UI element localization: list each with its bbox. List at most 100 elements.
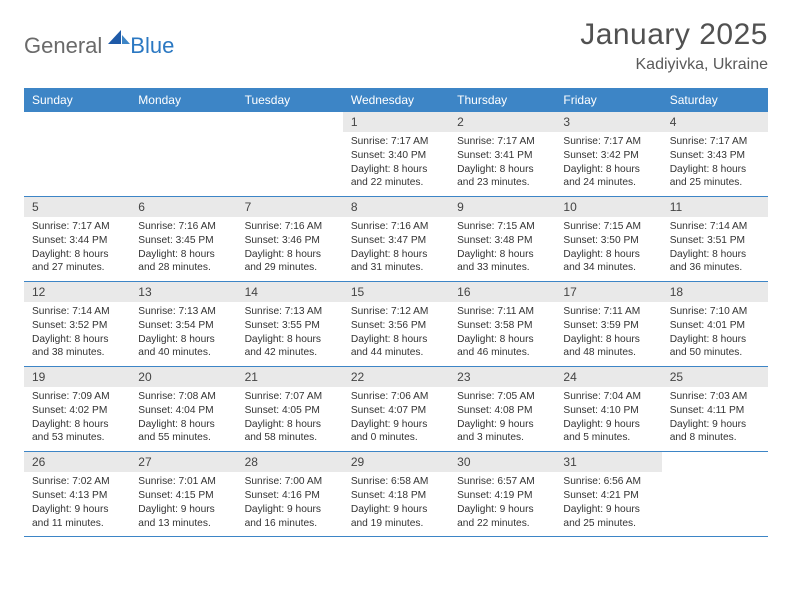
- day-number: 13: [130, 282, 236, 302]
- day-number: 21: [237, 367, 343, 387]
- day-cell: 20Sunrise: 7:08 AMSunset: 4:04 PMDayligh…: [130, 367, 236, 451]
- day-details: Sunrise: 7:17 AMSunset: 3:43 PMDaylight:…: [662, 132, 768, 196]
- day-cell: 27Sunrise: 7:01 AMSunset: 4:15 PMDayligh…: [130, 452, 236, 536]
- day-cell: 12Sunrise: 7:14 AMSunset: 3:52 PMDayligh…: [24, 282, 130, 366]
- day-cell: 16Sunrise: 7:11 AMSunset: 3:58 PMDayligh…: [449, 282, 555, 366]
- weekday-header-row: SundayMondayTuesdayWednesdayThursdayFrid…: [24, 88, 768, 112]
- calendar-grid: SundayMondayTuesdayWednesdayThursdayFrid…: [24, 88, 768, 537]
- day-cell: 3Sunrise: 7:17 AMSunset: 3:42 PMDaylight…: [555, 112, 661, 196]
- week-row: ...1Sunrise: 7:17 AMSunset: 3:40 PMDayli…: [24, 112, 768, 197]
- day-details: Sunrise: 7:03 AMSunset: 4:11 PMDaylight:…: [662, 387, 768, 451]
- day-number: 3: [555, 112, 661, 132]
- day-details: Sunrise: 7:16 AMSunset: 3:46 PMDaylight:…: [237, 217, 343, 281]
- day-number: 18: [662, 282, 768, 302]
- day-number: 27: [130, 452, 236, 472]
- day-details: Sunrise: 7:12 AMSunset: 3:56 PMDaylight:…: [343, 302, 449, 366]
- day-number: 6: [130, 197, 236, 217]
- day-details: Sunrise: 7:15 AMSunset: 3:48 PMDaylight:…: [449, 217, 555, 281]
- day-details: Sunrise: 7:16 AMSunset: 3:47 PMDaylight:…: [343, 217, 449, 281]
- day-cell: 5Sunrise: 7:17 AMSunset: 3:44 PMDaylight…: [24, 197, 130, 281]
- day-details: Sunrise: 7:16 AMSunset: 3:45 PMDaylight:…: [130, 217, 236, 281]
- day-details: Sunrise: 6:57 AMSunset: 4:19 PMDaylight:…: [449, 472, 555, 536]
- day-details: Sunrise: 7:11 AMSunset: 3:58 PMDaylight:…: [449, 302, 555, 366]
- day-details: Sunrise: 7:14 AMSunset: 3:52 PMDaylight:…: [24, 302, 130, 366]
- month-title: January 2025: [580, 18, 768, 52]
- day-number: 28: [237, 452, 343, 472]
- day-details: Sunrise: 6:58 AMSunset: 4:18 PMDaylight:…: [343, 472, 449, 536]
- day-cell: 17Sunrise: 7:11 AMSunset: 3:59 PMDayligh…: [555, 282, 661, 366]
- day-number: 12: [24, 282, 130, 302]
- day-cell: 8Sunrise: 7:16 AMSunset: 3:47 PMDaylight…: [343, 197, 449, 281]
- day-number: 31: [555, 452, 661, 472]
- day-cell: 23Sunrise: 7:05 AMSunset: 4:08 PMDayligh…: [449, 367, 555, 451]
- day-details: Sunrise: 7:11 AMSunset: 3:59 PMDaylight:…: [555, 302, 661, 366]
- day-cell: 29Sunrise: 6:58 AMSunset: 4:18 PMDayligh…: [343, 452, 449, 536]
- day-cell: 18Sunrise: 7:10 AMSunset: 4:01 PMDayligh…: [662, 282, 768, 366]
- day-number: 4: [662, 112, 768, 132]
- weekday-friday: Friday: [555, 88, 661, 112]
- location-label: Kadiyivka, Ukraine: [580, 56, 768, 74]
- weekday-monday: Monday: [130, 88, 236, 112]
- day-number: 25: [662, 367, 768, 387]
- day-cell: 7Sunrise: 7:16 AMSunset: 3:46 PMDaylight…: [237, 197, 343, 281]
- day-details: Sunrise: 7:06 AMSunset: 4:07 PMDaylight:…: [343, 387, 449, 451]
- day-details: Sunrise: 7:17 AMSunset: 3:44 PMDaylight:…: [24, 217, 130, 281]
- day-cell-empty: .: [24, 112, 130, 196]
- day-cell: 2Sunrise: 7:17 AMSunset: 3:41 PMDaylight…: [449, 112, 555, 196]
- day-details: Sunrise: 7:13 AMSunset: 3:55 PMDaylight:…: [237, 302, 343, 366]
- day-cell-empty: .: [237, 112, 343, 196]
- day-number: 14: [237, 282, 343, 302]
- day-details: Sunrise: 7:17 AMSunset: 3:42 PMDaylight:…: [555, 132, 661, 196]
- day-cell: 30Sunrise: 6:57 AMSunset: 4:19 PMDayligh…: [449, 452, 555, 536]
- day-cell: 15Sunrise: 7:12 AMSunset: 3:56 PMDayligh…: [343, 282, 449, 366]
- day-cell: 13Sunrise: 7:13 AMSunset: 3:54 PMDayligh…: [130, 282, 236, 366]
- day-details: Sunrise: 7:08 AMSunset: 4:04 PMDaylight:…: [130, 387, 236, 451]
- day-cell: 25Sunrise: 7:03 AMSunset: 4:11 PMDayligh…: [662, 367, 768, 451]
- weekday-tuesday: Tuesday: [237, 88, 343, 112]
- title-block: January 2025 Kadiyivka, Ukraine: [580, 18, 768, 74]
- logo-sail-icon: [108, 30, 130, 51]
- day-cell: 4Sunrise: 7:17 AMSunset: 3:43 PMDaylight…: [662, 112, 768, 196]
- day-number: 19: [24, 367, 130, 387]
- day-number: 1: [343, 112, 449, 132]
- day-cell: 19Sunrise: 7:09 AMSunset: 4:02 PMDayligh…: [24, 367, 130, 451]
- day-details: Sunrise: 6:56 AMSunset: 4:21 PMDaylight:…: [555, 472, 661, 536]
- logo: General Blue: [24, 18, 174, 61]
- day-details: Sunrise: 7:10 AMSunset: 4:01 PMDaylight:…: [662, 302, 768, 366]
- day-details: Sunrise: 7:00 AMSunset: 4:16 PMDaylight:…: [237, 472, 343, 536]
- day-cell: 28Sunrise: 7:00 AMSunset: 4:16 PMDayligh…: [237, 452, 343, 536]
- day-number: 23: [449, 367, 555, 387]
- day-cell: 21Sunrise: 7:07 AMSunset: 4:05 PMDayligh…: [237, 367, 343, 451]
- week-row: 5Sunrise: 7:17 AMSunset: 3:44 PMDaylight…: [24, 197, 768, 282]
- day-number: 26: [24, 452, 130, 472]
- day-cell-empty: .: [662, 452, 768, 536]
- day-details: Sunrise: 7:02 AMSunset: 4:13 PMDaylight:…: [24, 472, 130, 536]
- logo-text-blue: Blue: [130, 33, 174, 59]
- page-header: General Blue January 2025 Kadiyivka, Ukr…: [24, 18, 768, 74]
- day-number: 17: [555, 282, 661, 302]
- day-number: 20: [130, 367, 236, 387]
- day-number: 10: [555, 197, 661, 217]
- weekday-thursday: Thursday: [449, 88, 555, 112]
- weekday-wednesday: Wednesday: [343, 88, 449, 112]
- day-details: Sunrise: 7:07 AMSunset: 4:05 PMDaylight:…: [237, 387, 343, 451]
- day-details: Sunrise: 7:17 AMSunset: 3:40 PMDaylight:…: [343, 132, 449, 196]
- day-cell: 1Sunrise: 7:17 AMSunset: 3:40 PMDaylight…: [343, 112, 449, 196]
- day-cell: 14Sunrise: 7:13 AMSunset: 3:55 PMDayligh…: [237, 282, 343, 366]
- day-details: Sunrise: 7:13 AMSunset: 3:54 PMDaylight:…: [130, 302, 236, 366]
- day-cell: 9Sunrise: 7:15 AMSunset: 3:48 PMDaylight…: [449, 197, 555, 281]
- day-number: 5: [24, 197, 130, 217]
- day-cell: 11Sunrise: 7:14 AMSunset: 3:51 PMDayligh…: [662, 197, 768, 281]
- day-number: 24: [555, 367, 661, 387]
- week-row: 19Sunrise: 7:09 AMSunset: 4:02 PMDayligh…: [24, 367, 768, 452]
- day-details: Sunrise: 7:09 AMSunset: 4:02 PMDaylight:…: [24, 387, 130, 451]
- day-number: 29: [343, 452, 449, 472]
- week-row: 26Sunrise: 7:02 AMSunset: 4:13 PMDayligh…: [24, 452, 768, 537]
- day-number: 7: [237, 197, 343, 217]
- day-number: 22: [343, 367, 449, 387]
- day-cell: 31Sunrise: 6:56 AMSunset: 4:21 PMDayligh…: [555, 452, 661, 536]
- day-number: 11: [662, 197, 768, 217]
- day-details: Sunrise: 7:15 AMSunset: 3:50 PMDaylight:…: [555, 217, 661, 281]
- day-details: Sunrise: 7:14 AMSunset: 3:51 PMDaylight:…: [662, 217, 768, 281]
- logo-text-general: General: [24, 33, 102, 59]
